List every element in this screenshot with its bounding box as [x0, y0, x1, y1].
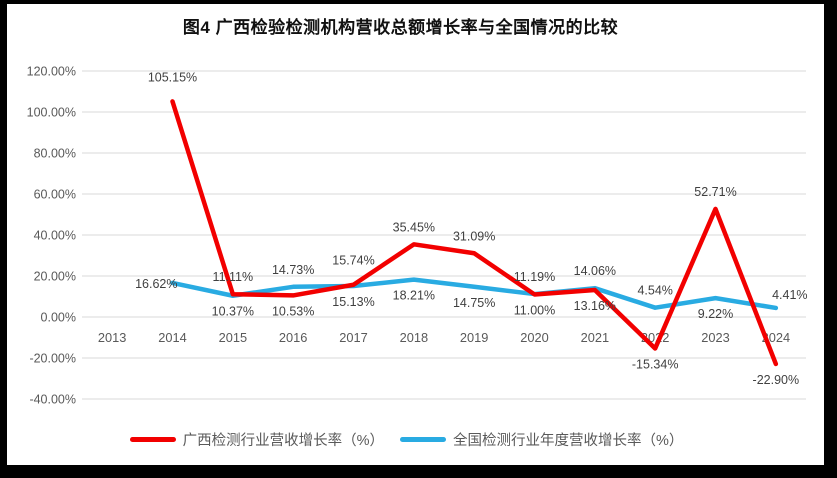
- data-label: 11.11%: [213, 270, 254, 284]
- y-tick-label: -40.00%: [29, 393, 76, 407]
- frame-border-left: [0, 0, 7, 478]
- guangxi-series-line-icon: [129, 437, 176, 442]
- y-tick-label: 20.00%: [34, 270, 76, 284]
- data-label: 105.15%: [148, 70, 197, 84]
- data-label: 15.13%: [332, 295, 374, 309]
- data-label: 16.62%: [135, 277, 177, 291]
- data-label: -22.90%: [753, 373, 800, 387]
- data-label: 10.37%: [212, 305, 254, 319]
- data-label: 52.71%: [694, 185, 736, 199]
- legend-label-national: 全国检测行业年度营收增长率（%）: [453, 433, 684, 449]
- chart-legend: 广西检测行业营收增长率（%） 全国检测行业年度营收增长率（%）: [0, 429, 825, 450]
- frame-border-top: [0, 0, 837, 4]
- y-tick-label: -20.00%: [29, 352, 76, 366]
- x-tick-label: 2013: [98, 330, 126, 345]
- data-label: 13.16%: [574, 299, 616, 313]
- data-label: 11.19%: [514, 270, 555, 284]
- x-tick-label: 2023: [701, 330, 729, 345]
- legend-item-national: 全国检测行业年度营收增长率（%）: [400, 429, 683, 450]
- data-label: 10.53%: [272, 304, 314, 318]
- national-series-line-icon: [400, 437, 446, 442]
- data-label: 4.54%: [637, 284, 672, 298]
- x-tick-label: 2017: [339, 330, 367, 345]
- data-label: 4.41%: [772, 288, 807, 302]
- x-tick-label: 2014: [158, 330, 186, 345]
- y-tick-label: 0.00%: [41, 311, 76, 325]
- x-tick-label: 2021: [581, 330, 609, 345]
- data-label: 14.75%: [453, 296, 495, 310]
- x-tick-label: 2015: [219, 330, 247, 345]
- data-label: 35.45%: [393, 220, 435, 234]
- data-label: 14.06%: [574, 264, 616, 278]
- x-tick-label: 2016: [279, 330, 307, 345]
- frame-border-right: [824, 0, 837, 478]
- y-tick-label: 80.00%: [34, 147, 76, 161]
- data-label: 9.22%: [698, 307, 733, 321]
- data-label: -15.34%: [632, 357, 679, 371]
- y-tick-label: 60.00%: [34, 188, 76, 202]
- y-tick-label: 100.00%: [27, 106, 76, 120]
- y-tick-label: 120.00%: [27, 65, 76, 79]
- data-label: 31.09%: [453, 229, 495, 243]
- data-label: 18.21%: [393, 289, 435, 303]
- chart-title: 图4 广西检验检测机构营收总额增长率与全国情况的比较: [182, 18, 619, 37]
- x-tick-label: 2018: [400, 330, 428, 345]
- frame-border-bottom: [0, 465, 837, 478]
- y-tick-label: 40.00%: [34, 229, 76, 243]
- x-tick-label: 2020: [520, 330, 548, 345]
- data-label: 11.00%: [514, 303, 555, 317]
- series-line: [170, 99, 779, 367]
- data-label: 14.73%: [272, 263, 314, 277]
- legend-label-guangxi: 广西检测行业营收增长率（%）: [182, 433, 384, 449]
- data-label: 15.74%: [332, 254, 374, 268]
- x-tick-label: 2019: [460, 330, 488, 345]
- legend-item-guangxi: 广西检测行业营收增长率（%）: [129, 429, 384, 450]
